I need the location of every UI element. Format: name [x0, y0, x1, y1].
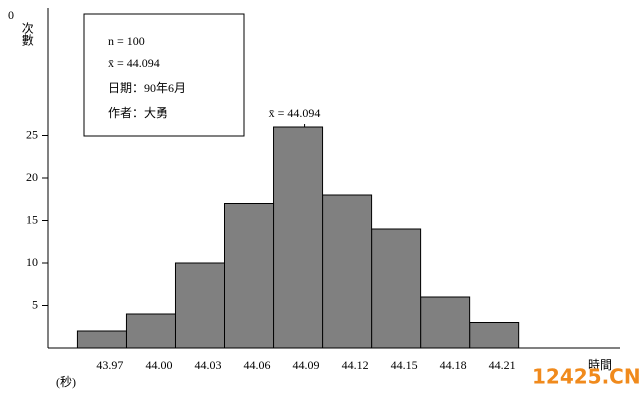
bar: [273, 126, 324, 349]
bar: [174, 262, 226, 349]
bar: [224, 203, 275, 349]
watermark: 12425.CN: [532, 365, 640, 389]
info-line: n = 100: [108, 34, 145, 48]
y-axis-label: 次數: [20, 22, 34, 47]
info-line: x̄ = 44.094: [108, 56, 160, 70]
x-axis-label: 時間: [588, 358, 612, 372]
y-tick-label: 20: [26, 170, 38, 184]
bar: [322, 194, 373, 349]
x-unit: (秒): [56, 375, 76, 389]
info-box: [83, 13, 245, 137]
bar: [125, 313, 176, 349]
info-line: 日期：90年6月: [108, 81, 186, 95]
y-top-label: 0: [8, 8, 14, 22]
x-tick-label: 44.00: [145, 358, 172, 372]
y-tick-label: 25: [26, 127, 38, 141]
x-tick-label: 44.15: [391, 358, 418, 372]
y-tick-label: 10: [26, 255, 38, 269]
bar: [469, 322, 520, 349]
x-tick-label: 43.97: [96, 358, 123, 372]
bar: [76, 330, 127, 349]
bar: [371, 228, 422, 349]
info-line: 作者：大勇: [108, 106, 168, 120]
x-tick-label: 44.12: [342, 358, 369, 372]
mean-label: x̄ = 44.094: [269, 106, 321, 120]
x-tick-label: 44.18: [440, 358, 467, 372]
x-tick-label: 44.03: [194, 358, 221, 372]
x-tick-label: 44.09: [293, 358, 320, 372]
y-tick-label: 5: [32, 297, 38, 311]
y-tick-label: 15: [26, 212, 38, 226]
bar: [420, 296, 471, 349]
x-tick-label: 44.21: [489, 358, 516, 372]
x-tick-label: 44.06: [244, 358, 271, 372]
